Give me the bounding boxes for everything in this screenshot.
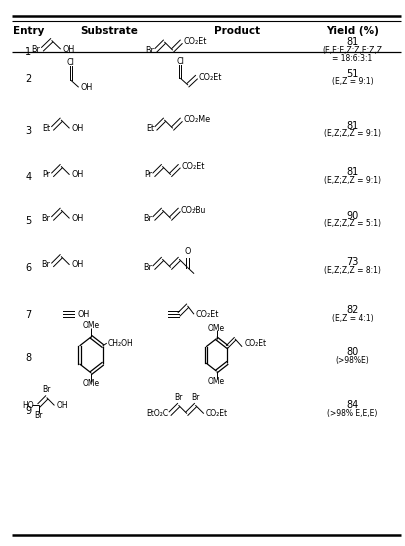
Text: Et: Et — [43, 124, 51, 133]
Text: Br: Br — [145, 46, 154, 55]
Text: 8: 8 — [25, 353, 32, 363]
Text: 90: 90 — [346, 211, 358, 221]
Text: 81: 81 — [346, 167, 358, 177]
Text: Product: Product — [214, 26, 260, 37]
Text: (>98% E,E,E): (>98% E,E,E) — [327, 409, 377, 418]
Text: (E,Z = 4:1): (E,Z = 4:1) — [332, 313, 373, 323]
Text: (E,Z;Z,Z = 8:1): (E,Z;Z,Z = 8:1) — [324, 266, 381, 275]
Text: (E,Z = 9:1): (E,Z = 9:1) — [332, 78, 373, 86]
Text: 81: 81 — [346, 37, 358, 47]
Text: CO₂Me: CO₂Me — [183, 115, 210, 124]
Text: Br: Br — [191, 393, 200, 401]
Text: Et: Et — [146, 124, 154, 133]
Text: Br: Br — [43, 385, 51, 394]
Text: 3: 3 — [25, 126, 32, 136]
Text: CO₂Et: CO₂Et — [244, 340, 266, 348]
Text: 4: 4 — [25, 173, 32, 182]
Text: 6: 6 — [25, 263, 32, 272]
Text: = 18:6:3:1: = 18:6:3:1 — [332, 54, 373, 63]
Text: CO₂Et: CO₂Et — [198, 73, 222, 82]
Text: Br: Br — [35, 411, 43, 420]
Text: OH: OH — [77, 310, 89, 319]
Text: Br: Br — [174, 393, 183, 401]
Text: 2: 2 — [25, 74, 32, 84]
Text: CO₂Et: CO₂Et — [181, 162, 205, 171]
Text: 80: 80 — [346, 347, 358, 357]
Text: ᵗBu: ᵗBu — [194, 205, 206, 215]
Text: OMe: OMe — [208, 324, 225, 333]
Text: Br: Br — [143, 263, 152, 272]
Text: OH: OH — [72, 170, 84, 179]
Text: OH: OH — [81, 83, 93, 92]
Text: OH: OH — [72, 214, 84, 223]
Text: OH: OH — [63, 45, 75, 54]
Text: (E,Z;Z,Z = 9:1): (E,Z;Z,Z = 9:1) — [324, 129, 381, 138]
Text: 84: 84 — [346, 400, 358, 411]
Text: Cl: Cl — [176, 57, 184, 66]
Text: OMe: OMe — [83, 379, 100, 388]
Text: OH: OH — [72, 124, 84, 133]
Text: Yield (%): Yield (%) — [326, 26, 379, 37]
Text: Br: Br — [143, 214, 152, 223]
Text: Br: Br — [42, 260, 51, 269]
Text: Br: Br — [42, 214, 51, 223]
Text: Entry: Entry — [13, 26, 44, 37]
Text: 51: 51 — [346, 69, 358, 79]
Text: (E,E:E,Z:Z,E:Z,Z: (E,E:E,Z:Z,E:Z,Z — [322, 46, 382, 55]
Text: (E,Z;Z,Z = 5:1): (E,Z;Z,Z = 5:1) — [324, 219, 381, 228]
Text: 9: 9 — [25, 406, 32, 416]
Text: CO₂Et: CO₂Et — [206, 409, 228, 418]
Text: 1: 1 — [25, 47, 32, 57]
Text: 73: 73 — [346, 257, 358, 267]
Text: Br: Br — [32, 45, 40, 54]
Text: Pr: Pr — [144, 170, 152, 179]
Text: CO₂Et: CO₂Et — [183, 37, 207, 46]
Text: 81: 81 — [346, 121, 358, 130]
Text: (E,Z;Z,Z = 9:1): (E,Z;Z,Z = 9:1) — [324, 176, 381, 185]
Text: Substrate: Substrate — [81, 26, 138, 37]
Text: CO₂: CO₂ — [180, 205, 196, 215]
Text: OMe: OMe — [83, 322, 100, 330]
Text: 5: 5 — [25, 216, 32, 226]
Text: 7: 7 — [25, 310, 32, 321]
Text: 82: 82 — [346, 305, 358, 315]
Text: OMe: OMe — [208, 377, 225, 385]
Text: OH: OH — [56, 401, 68, 410]
Text: Pr: Pr — [43, 170, 51, 179]
Text: EtO₂C: EtO₂C — [146, 409, 168, 418]
Text: HO: HO — [22, 401, 34, 410]
Text: Cl: Cl — [67, 58, 75, 67]
Text: O: O — [184, 247, 191, 256]
Text: OH: OH — [72, 260, 84, 269]
Text: CO₂Et: CO₂Et — [195, 310, 219, 319]
Text: CH₂OH: CH₂OH — [108, 339, 134, 348]
Text: (>98%E): (>98%E) — [335, 356, 369, 365]
